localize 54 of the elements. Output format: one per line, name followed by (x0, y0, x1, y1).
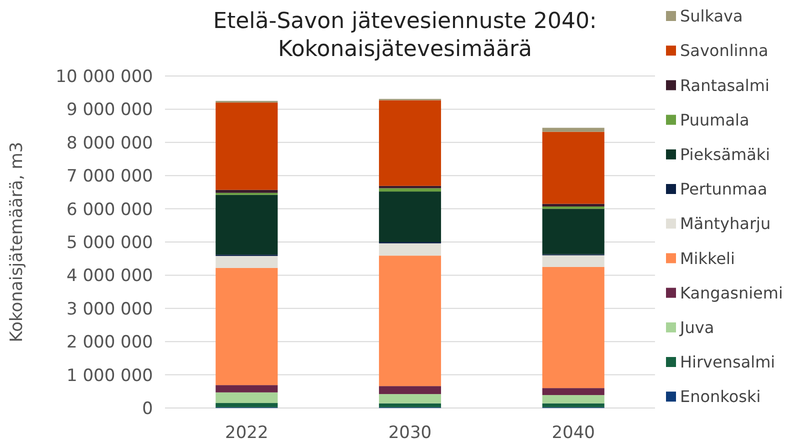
legend-label: Pieksämäki (680, 145, 770, 164)
x-tick-label: 2040 (552, 423, 595, 440)
y-tick-label: 4 000 000 (66, 266, 153, 286)
bar (378, 100, 442, 186)
y-tick-label: 3 000 000 (66, 299, 153, 320)
legend-label: Savonlinna (680, 41, 768, 60)
bar (216, 268, 278, 386)
legend-label: Pertunmaa (680, 180, 768, 199)
bar (378, 256, 442, 386)
legend-label: Kangasniemi (680, 283, 783, 302)
bar (542, 255, 604, 267)
chart-title: Etelä-Savon jätevesiennuste 2040: Kokonaisjätevesimäärä (213, 9, 597, 62)
x-tick-label: 2022 (225, 423, 268, 440)
y-tick-label: 2 000 000 (66, 332, 153, 353)
legend-label: Juva (679, 318, 714, 337)
legend-label: Enonkoski (680, 387, 761, 406)
y-tick-label: 5 000 000 (66, 232, 153, 253)
legend-label: Mäntyharju (680, 214, 771, 234)
bar (542, 395, 604, 404)
bar (216, 256, 278, 268)
bar (378, 394, 442, 404)
bar (378, 188, 442, 192)
bar (378, 386, 442, 394)
legend-label: Puumala (680, 110, 750, 130)
bar (378, 403, 442, 408)
legend-label: Mikkeli (680, 248, 735, 268)
bar (216, 190, 278, 193)
bar (542, 208, 604, 254)
bar (216, 392, 278, 404)
bar (378, 192, 442, 242)
y-tick-label: 1 000 000 (66, 366, 153, 386)
y-axis-title: Kokonaisjätemäärä, m3 (7, 142, 27, 342)
y-tick-label: 10 000 000 (56, 66, 153, 87)
bar (216, 102, 278, 190)
bar (542, 388, 604, 396)
y-tick-label: 6 000 000 (66, 200, 153, 220)
bar (542, 403, 604, 408)
y-tick-label: 9 000 000 (66, 100, 153, 120)
legend-label: Sulkava (680, 6, 743, 26)
bar (216, 403, 278, 408)
y-tick-label: 7 000 000 (66, 166, 153, 187)
bar (378, 243, 442, 256)
bar (542, 204, 604, 206)
bar (542, 206, 604, 209)
y-tick-label: 8 000 000 (66, 133, 153, 154)
legend-label: Rantasalmi (680, 76, 770, 95)
bar (542, 132, 604, 204)
bar (542, 266, 604, 388)
y-tick-label: 0 (142, 398, 153, 419)
legend-label: Hirvensalmi (680, 352, 776, 372)
bar (216, 385, 278, 392)
bar (542, 128, 604, 132)
bar (216, 194, 278, 255)
x-tick-label: 2030 (388, 423, 432, 440)
